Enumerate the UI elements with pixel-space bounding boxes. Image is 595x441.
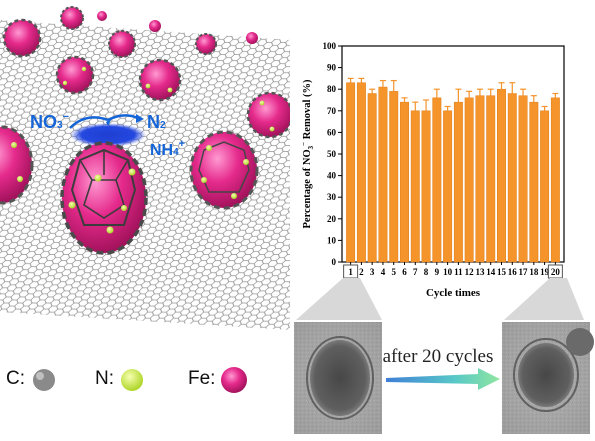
- y-tick-label: 30: [327, 192, 337, 202]
- x-tick-label: 6: [402, 267, 407, 277]
- x-tick-label: 7: [413, 267, 418, 277]
- cage-group-back: [2, 6, 290, 139]
- x-axis-label: Cycle times: [426, 287, 481, 299]
- y-tick-label: 50: [327, 149, 337, 159]
- bar: [421, 110, 431, 263]
- arrow-in: [69, 116, 109, 129]
- y-tick-label: 20: [327, 214, 337, 224]
- bar: [486, 95, 496, 263]
- x-tick-label: 4: [381, 267, 386, 277]
- bar: [410, 110, 420, 263]
- bar: [378, 86, 388, 263]
- x-tick-label: 3: [370, 267, 375, 277]
- legend-carbon-label: C:: [6, 368, 25, 389]
- iron-ball-icon: [221, 367, 247, 393]
- bar: [400, 101, 409, 263]
- x-tick-label: 10: [443, 267, 453, 277]
- x-tick-label: 8: [424, 267, 429, 277]
- bar: [497, 88, 506, 263]
- y-tick-label: 100: [323, 41, 337, 51]
- y-tick-label: 80: [327, 84, 337, 94]
- x-tick-label: 14: [486, 267, 496, 277]
- x-tick-label: 5: [391, 267, 396, 277]
- bar: [464, 97, 474, 263]
- arrow-out: [107, 114, 139, 122]
- reaction-arrows: [69, 114, 144, 129]
- x-tick-label: 16: [508, 267, 518, 277]
- bar: [550, 97, 560, 263]
- bar: [453, 101, 463, 263]
- x-tick-label: 9: [435, 267, 440, 277]
- bar: [475, 95, 485, 263]
- x-tick-label: 18: [529, 267, 539, 277]
- x-tick-label: 11: [454, 267, 463, 277]
- bar: [507, 93, 517, 263]
- x-tick-label: 19: [540, 267, 550, 277]
- bar: [367, 93, 377, 263]
- zoom-projection-left: [296, 278, 382, 320]
- y-tick-label: 40: [327, 171, 337, 181]
- bar: [346, 82, 356, 263]
- y-tick-label: 60: [327, 127, 337, 137]
- bar: [389, 91, 399, 263]
- y-tick-label: 0: [332, 257, 337, 267]
- y-tick-label: 90: [327, 63, 337, 73]
- x-tick-label: 1: [348, 267, 353, 277]
- x-tick-label: 15: [497, 267, 507, 277]
- cage-right: [189, 130, 259, 210]
- catalyst-illustration: [0, 6, 290, 393]
- tem-image-before: [294, 322, 382, 434]
- cage-mid: [2, 18, 42, 58]
- y-axis-label: Percentage of NO3− Removal (%): [300, 79, 315, 229]
- bar: [529, 101, 539, 263]
- active-site-halo: [70, 123, 146, 147]
- bar: [518, 95, 528, 263]
- arrow-label: after 20 cycles: [383, 346, 494, 367]
- legend-iron-label: Fe:: [188, 368, 216, 389]
- bar: [443, 110, 453, 263]
- bar: [356, 82, 366, 263]
- tem-comparison: after 20 cycles: [294, 278, 594, 434]
- x-tick-label: 13: [475, 267, 485, 277]
- legend-nitrogen-label: N:: [95, 368, 114, 389]
- tem-image-after: [502, 322, 594, 434]
- nitrate-label: NO3−: [30, 111, 69, 132]
- graphene-sheet: [0, 20, 290, 330]
- zoom-projection-right: [504, 278, 584, 320]
- ammonium-label: NH4+: [150, 138, 186, 159]
- cage-left-edge: [0, 125, 34, 205]
- nitrogen-label: N2: [147, 112, 166, 132]
- x-tick-label: 2: [359, 267, 364, 277]
- cage-center: [60, 123, 148, 255]
- bar: [540, 110, 550, 263]
- x-tick-label: 20: [551, 267, 561, 277]
- cycle-arrow: [386, 368, 500, 390]
- x-tick-label: 17: [519, 267, 529, 277]
- x-tick-label: 12: [465, 267, 475, 277]
- nitrogen-ball-icon: [121, 369, 143, 391]
- carbon-ball-icon: [33, 369, 55, 391]
- bar: [432, 97, 442, 263]
- cage-small: [60, 6, 84, 30]
- y-tick-label: 70: [327, 106, 337, 116]
- y-tick-label: 10: [327, 235, 337, 245]
